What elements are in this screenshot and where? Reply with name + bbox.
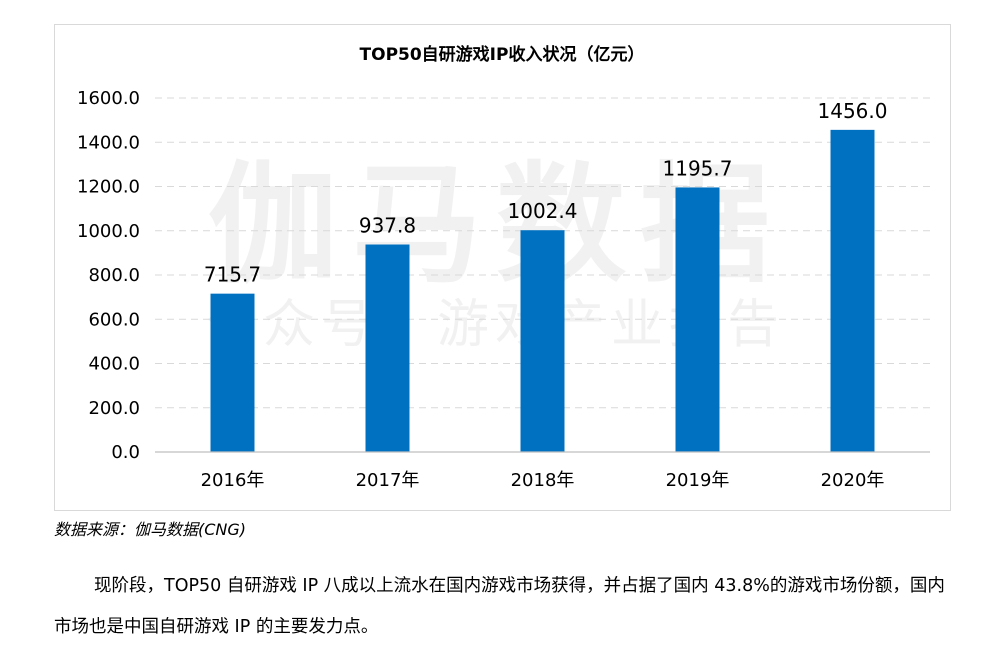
y-tick-label: 1200.0 xyxy=(77,177,140,198)
data-label-0: 715.7 xyxy=(204,263,261,287)
chart-title: TOP50自研游戏IP收入状况（亿元） xyxy=(360,44,645,65)
bar-chart: TOP50自研游戏IP收入状况（亿元） 0.0 200.0 400.0 600.0 80… xyxy=(77,44,930,491)
bar-1 xyxy=(365,244,410,452)
data-label-2: 1002.4 xyxy=(508,199,578,223)
bar-4 xyxy=(830,129,875,453)
data-label-3: 1195.7 xyxy=(663,156,733,180)
x-tick-label-3: 2019年 xyxy=(666,470,730,491)
y-tick-label: 0.0 xyxy=(111,442,140,463)
y-tick-label: 1600.0 xyxy=(77,88,140,109)
data-labels: 715.7 937.8 1002.4 1195.7 1456.0 xyxy=(204,99,888,287)
y-tick-label: 600.0 xyxy=(88,309,140,330)
data-label-4: 1456.0 xyxy=(818,99,888,123)
y-tick-label: 1000.0 xyxy=(77,221,140,242)
x-axis-ticks: 2016年 2017年 2018年 2019年 2020年 xyxy=(201,470,885,491)
y-tick-label: 200.0 xyxy=(88,398,140,419)
y-axis-ticks: 0.0 200.0 400.0 600.0 800.0 1000.0 1200.0 1400.… xyxy=(77,88,140,463)
y-tick-label: 1400.0 xyxy=(77,132,140,153)
y-tick-label: 800.0 xyxy=(88,265,140,286)
source-note: 数据来源：伽马数据(CNG) xyxy=(54,520,247,539)
bars xyxy=(210,129,875,453)
bar-0 xyxy=(210,293,255,452)
bar-3 xyxy=(675,187,720,453)
bar-2 xyxy=(520,230,565,452)
x-tick-label-2: 2018年 xyxy=(511,470,575,491)
body-paragraph: 现阶段，TOP50 自研游戏 IP 八成以上流水在国内游戏市场获得，并占据了国内… xyxy=(54,576,945,637)
x-tick-label-4: 2020年 xyxy=(821,470,885,491)
y-tick-label: 400.0 xyxy=(88,354,140,375)
x-tick-label-1: 2017年 xyxy=(356,470,420,491)
chart-frame xyxy=(54,24,951,511)
data-label-1: 937.8 xyxy=(359,214,416,238)
x-tick-label-0: 2016年 xyxy=(201,470,265,491)
